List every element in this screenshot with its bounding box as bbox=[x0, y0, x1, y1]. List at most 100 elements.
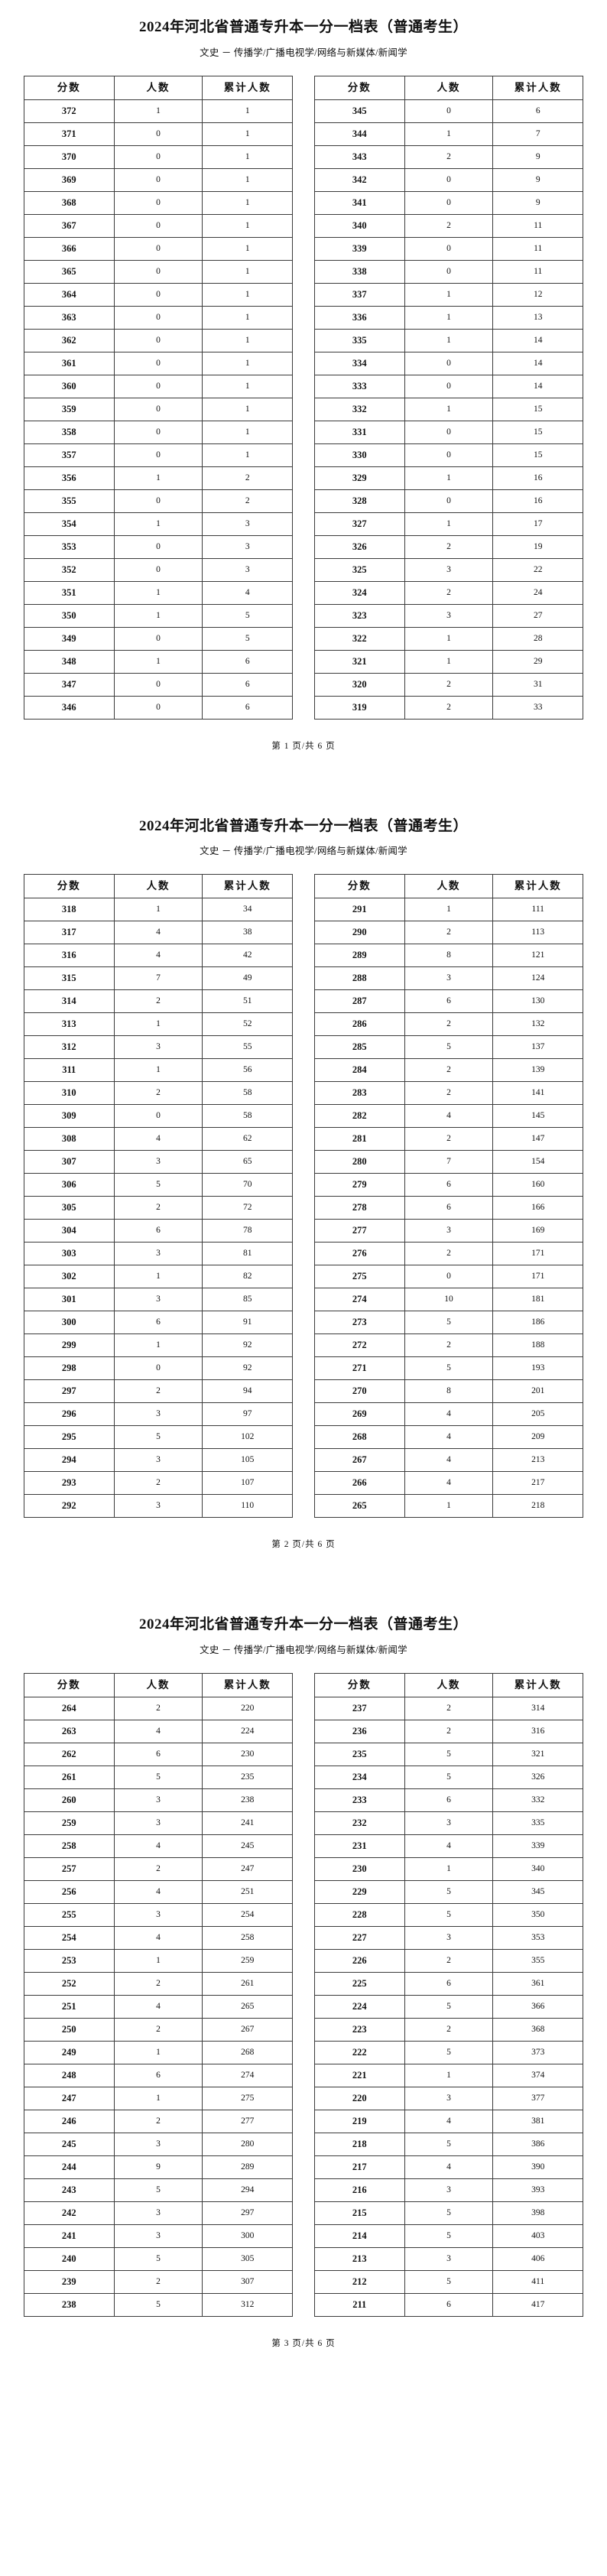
table-row: 353 0 3 bbox=[24, 534, 293, 559]
cell-score: 314 bbox=[24, 989, 115, 1013]
cell-score: 227 bbox=[314, 1925, 405, 1950]
cell-score: 276 bbox=[314, 1242, 405, 1265]
cell-cumulative: 280 bbox=[202, 2132, 293, 2156]
cell-cumulative: 4 bbox=[202, 580, 293, 605]
cell-score: 222 bbox=[314, 2040, 405, 2064]
cell-count: 2 bbox=[404, 672, 494, 697]
cell-count: 2 bbox=[404, 1081, 494, 1105]
cell-score: 249 bbox=[24, 2040, 115, 2064]
column-header-count: 人数 bbox=[404, 75, 494, 100]
cell-cumulative: 373 bbox=[492, 2040, 583, 2064]
cell-count: 0 bbox=[113, 351, 203, 375]
cell-cumulative: 5 bbox=[202, 626, 293, 651]
table-row: 315 7 49 bbox=[24, 966, 293, 990]
cell-cumulative: 265 bbox=[202, 1994, 293, 2019]
cell-cumulative: 377 bbox=[492, 2086, 583, 2110]
cell-count: 1 bbox=[113, 99, 203, 123]
cell-count: 3 bbox=[113, 1788, 203, 1812]
table-row: 302 1 82 bbox=[24, 1265, 293, 1288]
cell-count: 1 bbox=[404, 397, 494, 421]
table-row: 267 4 213 bbox=[314, 1448, 583, 1472]
cell-score: 347 bbox=[24, 672, 115, 697]
cell-count: 0 bbox=[113, 122, 203, 146]
cell-count: 3 bbox=[113, 1150, 203, 1174]
cell-count: 6 bbox=[404, 989, 494, 1013]
cell-cumulative: 209 bbox=[492, 1425, 583, 1449]
cell-count: 2 bbox=[404, 1696, 494, 1720]
score-table-right: 分数 人数 累计人数 345 0 6 344 1 7 343 2 9 342 0 9 341 0 9 340 2 11 3… bbox=[314, 75, 583, 720]
cell-count: 1 bbox=[113, 649, 203, 674]
cell-cumulative: 22 bbox=[492, 557, 583, 582]
cell-score: 256 bbox=[24, 1879, 115, 1904]
cell-count: 1 bbox=[404, 282, 494, 307]
cell-count: 2 bbox=[404, 213, 494, 238]
cell-score: 250 bbox=[24, 2017, 115, 2042]
table-row: 236 2 316 bbox=[314, 1719, 583, 1743]
cell-count: 2 bbox=[404, 1719, 494, 1743]
cell-cumulative: 65 bbox=[202, 1150, 293, 1174]
table-row: 228 5 350 bbox=[314, 1902, 583, 1927]
cell-score: 224 bbox=[314, 1994, 405, 2019]
cell-cumulative: 374 bbox=[492, 2063, 583, 2087]
cell-count: 5 bbox=[404, 1765, 494, 1789]
cell-score: 271 bbox=[314, 1356, 405, 1380]
table-row: 311 1 56 bbox=[24, 1058, 293, 1082]
column-header-cumulative: 累计人数 bbox=[492, 75, 583, 100]
cell-cumulative: 42 bbox=[202, 944, 293, 967]
cell-cumulative: 307 bbox=[202, 2269, 293, 2294]
table-row: 314 2 51 bbox=[24, 989, 293, 1013]
cell-cumulative: 58 bbox=[202, 1081, 293, 1105]
cell-score: 300 bbox=[24, 1311, 115, 1334]
cell-cumulative: 27 bbox=[492, 603, 583, 628]
table-row: 329 1 16 bbox=[314, 466, 583, 490]
table-row: 263 4 224 bbox=[24, 1719, 293, 1743]
cell-count: 3 bbox=[113, 2224, 203, 2248]
table-row: 244 9 289 bbox=[24, 2155, 293, 2179]
cell-score: 257 bbox=[24, 1856, 115, 1881]
cell-cumulative: 181 bbox=[492, 1288, 583, 1311]
cell-cumulative: 247 bbox=[202, 1856, 293, 1881]
table-row: 284 2 139 bbox=[314, 1058, 583, 1082]
cell-count: 3 bbox=[404, 2178, 494, 2202]
cell-cumulative: 2 bbox=[202, 489, 293, 513]
table-row: 299 1 92 bbox=[24, 1333, 293, 1357]
cell-count: 1 bbox=[113, 1948, 203, 1973]
cell-count: 1 bbox=[404, 466, 494, 490]
cell-cumulative: 1 bbox=[202, 259, 293, 284]
table-row: 309 0 58 bbox=[24, 1104, 293, 1128]
tables-container: 分数 人数 累计人数 318 1 34 317 4 38 316 4 42 315 7 49 314 2 51 31… bbox=[0, 874, 607, 1518]
cell-count: 2 bbox=[113, 989, 203, 1013]
cell-cumulative: 171 bbox=[492, 1242, 583, 1265]
cell-score: 254 bbox=[24, 1925, 115, 1950]
table-row: 224 5 366 bbox=[314, 1994, 583, 2019]
cell-cumulative: 13 bbox=[492, 305, 583, 330]
page-footer: 第 3 页/共 6 页 bbox=[271, 2338, 336, 2348]
page-footer: 第 1 页/共 6 页 bbox=[271, 741, 336, 751]
table-row: 243 5 294 bbox=[24, 2178, 293, 2202]
cell-cumulative: 193 bbox=[492, 1356, 583, 1380]
table-row: 347 0 6 bbox=[24, 672, 293, 697]
table-row: 249 1 268 bbox=[24, 2040, 293, 2064]
cell-count: 3 bbox=[404, 603, 494, 628]
table-row: 273 5 186 bbox=[314, 1311, 583, 1334]
cell-count: 4 bbox=[113, 1925, 203, 1950]
cell-count: 5 bbox=[113, 1425, 203, 1449]
cell-cumulative: 312 bbox=[202, 2292, 293, 2317]
table-row: 361 0 1 bbox=[24, 351, 293, 375]
table-row: 334 0 14 bbox=[314, 351, 583, 375]
cell-cumulative: 406 bbox=[492, 2246, 583, 2271]
cell-score: 367 bbox=[24, 213, 115, 238]
score-table-right: 分数 人数 累计人数 237 2 314 236 2 316 235 5 321 234 5 326 233 6… bbox=[314, 1672, 583, 2317]
cell-count: 0 bbox=[113, 397, 203, 421]
cell-score: 280 bbox=[314, 1150, 405, 1174]
cell-cumulative: 72 bbox=[202, 1196, 293, 1220]
cell-score: 251 bbox=[24, 1994, 115, 2019]
cell-count: 1 bbox=[113, 466, 203, 490]
table-row: 333 0 14 bbox=[314, 374, 583, 398]
cell-count: 4 bbox=[404, 1471, 494, 1495]
table-row: 239 2 307 bbox=[24, 2269, 293, 2294]
cell-score: 320 bbox=[314, 672, 405, 697]
cell-cumulative: 350 bbox=[492, 1902, 583, 1927]
cell-count: 0 bbox=[404, 236, 494, 261]
table-row: 218 5 386 bbox=[314, 2132, 583, 2156]
